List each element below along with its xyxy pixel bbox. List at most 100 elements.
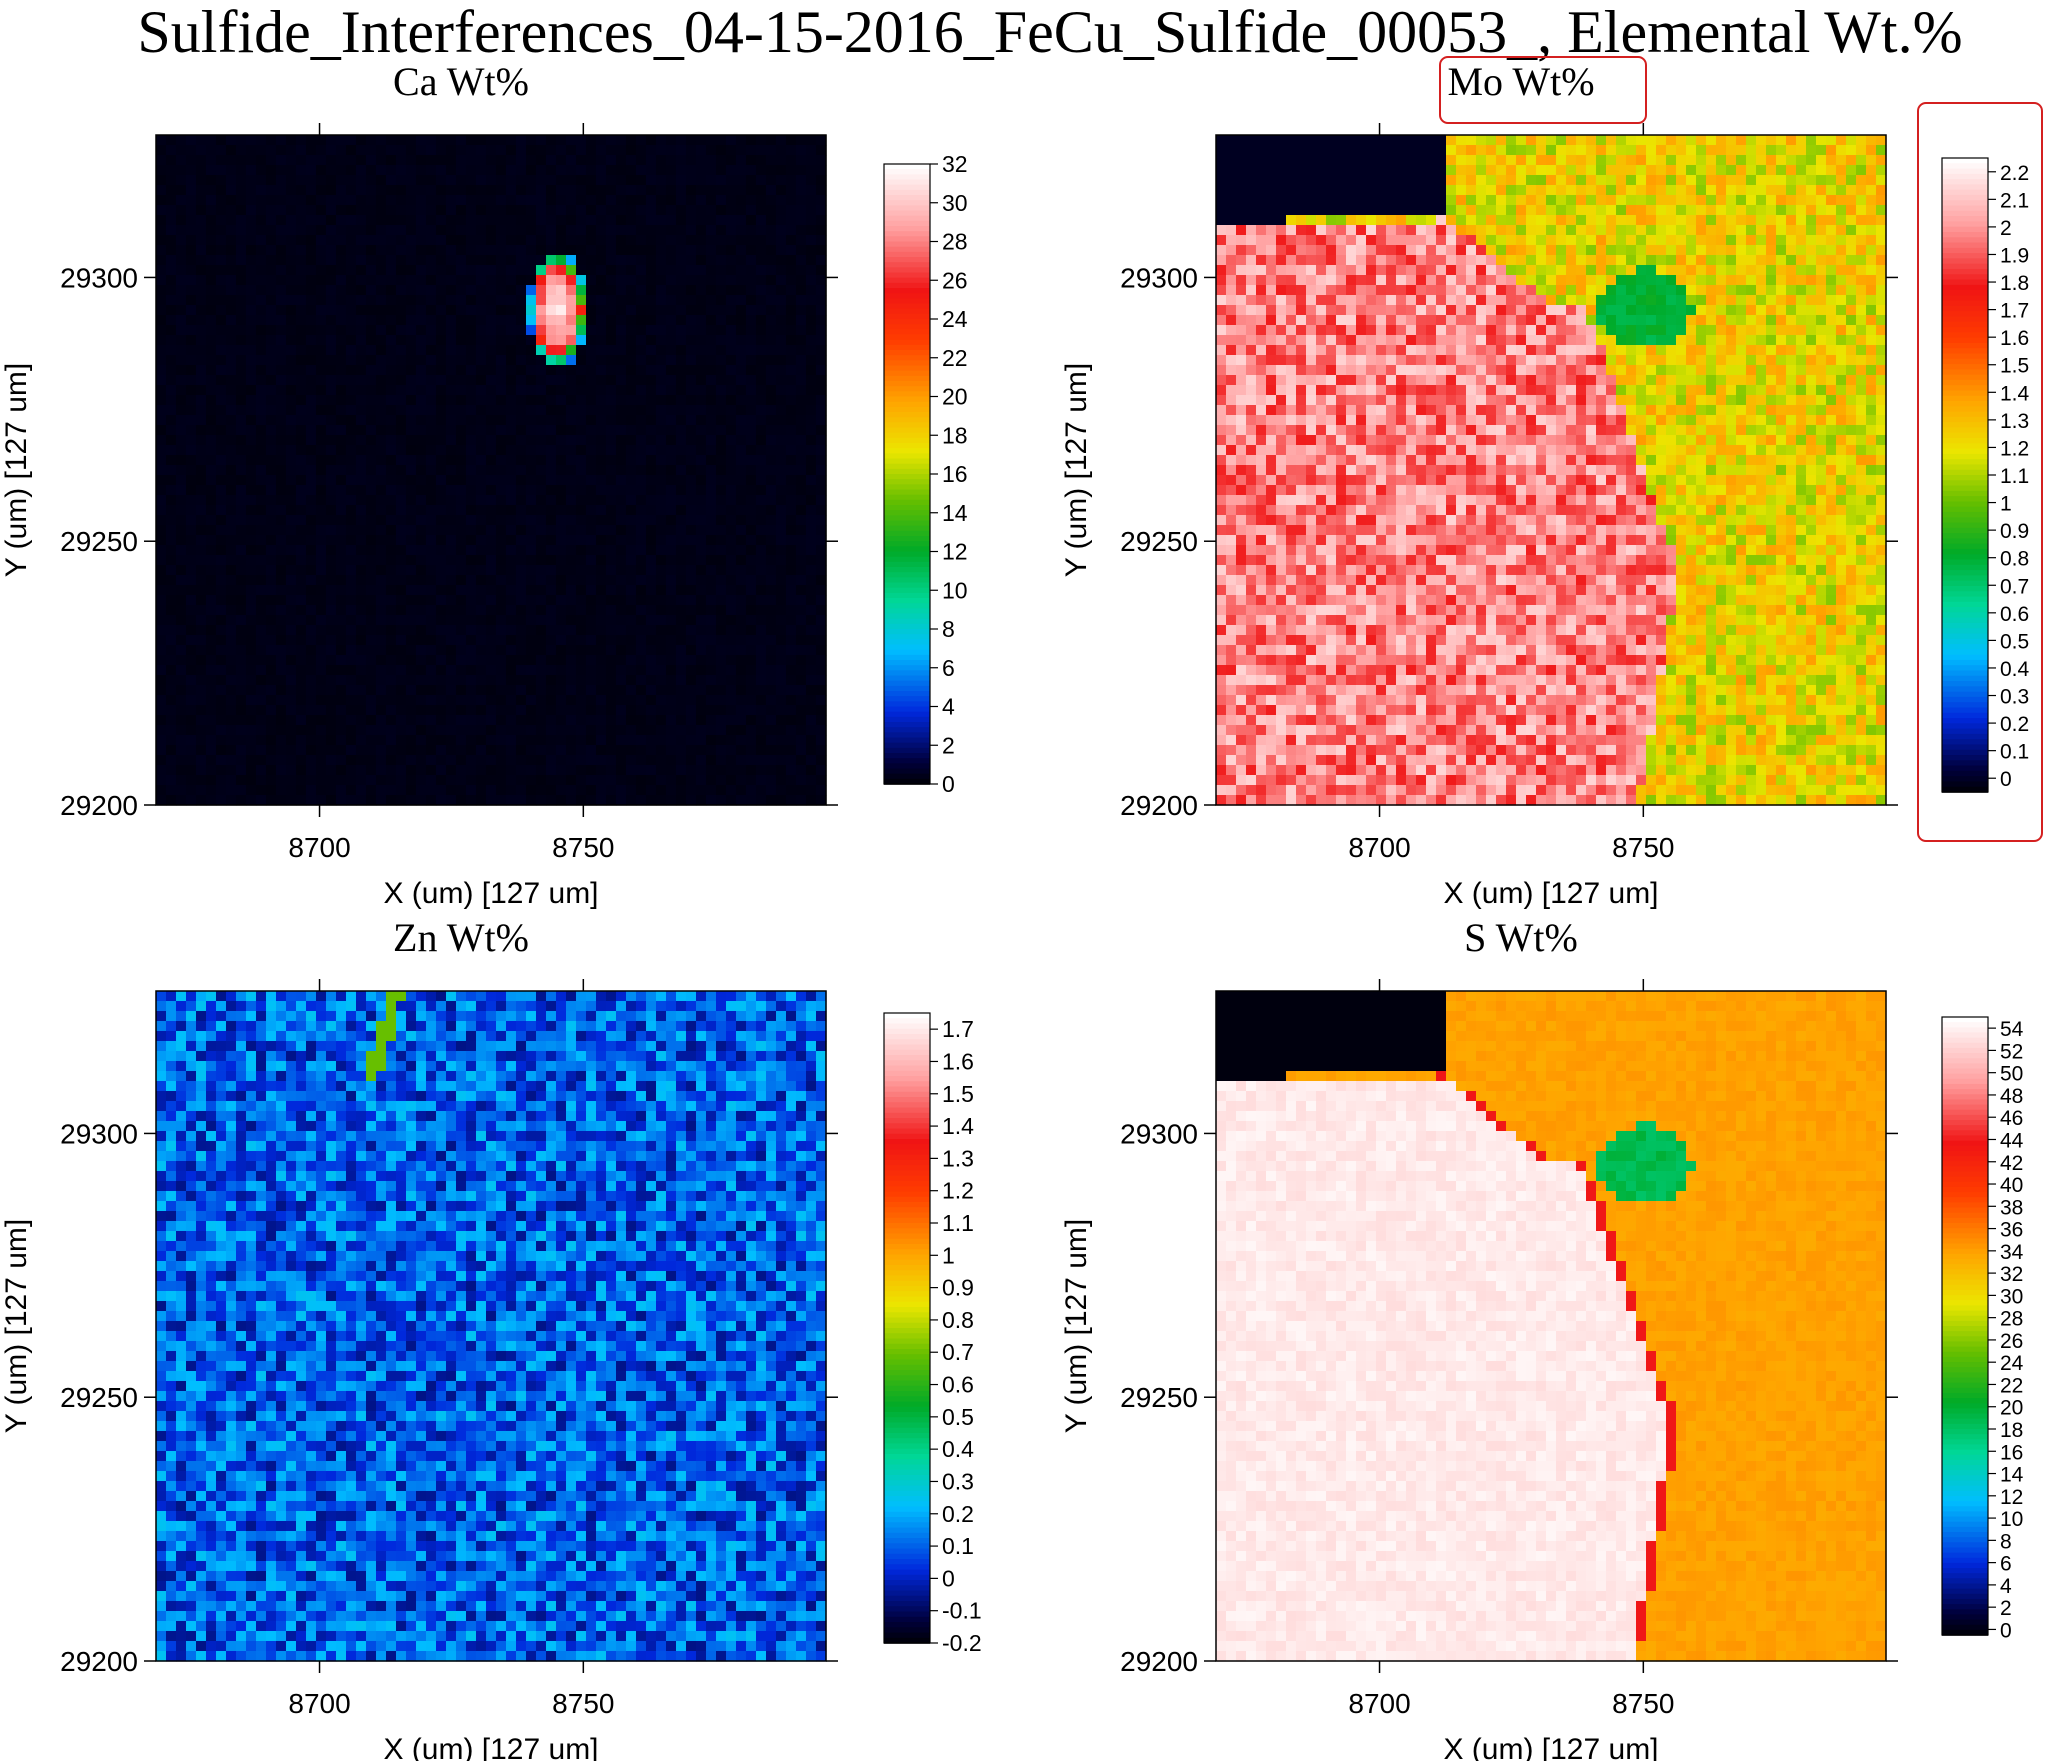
heatmap-cell [616, 465, 627, 476]
heatmap-cell [1616, 145, 1627, 156]
heatmap-cell [376, 745, 387, 756]
heatmap-cell [516, 325, 527, 336]
heatmap-cell [316, 265, 327, 276]
heatmap-cell [356, 295, 367, 306]
heatmap-cell [516, 355, 527, 366]
heatmap-cell [756, 745, 767, 756]
heatmap-cell [586, 345, 597, 356]
heatmap-cell [1756, 145, 1767, 156]
heatmap-cell [1266, 145, 1277, 156]
heatmap-cell [246, 655, 257, 666]
heatmap-cell [726, 545, 737, 556]
heatmap-cell [1806, 165, 1817, 176]
heatmap-cell [796, 765, 807, 776]
heatmap-cell [686, 455, 697, 466]
heatmap-cell [186, 315, 197, 326]
heatmap-cell [206, 655, 217, 666]
heatmap-cell [196, 625, 207, 636]
heatmap-cell [376, 185, 387, 196]
heatmap-cell [216, 235, 227, 246]
heatmap-cell [686, 535, 697, 546]
heatmap-cell [446, 645, 457, 656]
heatmap-cell [476, 695, 487, 706]
heatmap-cell [556, 665, 567, 676]
heatmap-cell [456, 575, 467, 586]
heatmap-cell [636, 365, 647, 376]
heatmap-cell [706, 535, 717, 546]
heatmap-cell [566, 755, 577, 766]
heatmap-cell [516, 635, 527, 646]
heatmap-cell [656, 695, 667, 706]
heatmap-cell [386, 735, 397, 746]
heatmap-cell [356, 625, 367, 636]
heatmap-cell [766, 135, 777, 146]
heatmap-cell [276, 775, 287, 786]
heatmap-cell [646, 425, 657, 436]
heatmap-cell [1746, 165, 1757, 176]
heatmap-cell [576, 445, 587, 456]
heatmap-cell [1856, 135, 1867, 146]
heatmap-cell [336, 525, 347, 536]
heatmap-cell [276, 155, 287, 166]
heatmap-cell [306, 635, 317, 646]
heatmap-cell [266, 385, 277, 396]
heatmap-cell [176, 595, 187, 606]
heatmap-cell [816, 505, 827, 516]
heatmap-cell [816, 135, 827, 146]
heatmap-cell [256, 735, 267, 746]
heatmap-cell [256, 755, 267, 766]
heatmap-cell [376, 275, 387, 286]
heatmap-cell [576, 285, 587, 296]
heatmap-cell [746, 235, 757, 246]
heatmap-cell [286, 305, 297, 316]
heatmap-cell [286, 785, 297, 796]
heatmap-cell [696, 625, 707, 636]
heatmap-cell [166, 695, 177, 706]
heatmap-cell [266, 315, 277, 326]
heatmap-cell [686, 275, 697, 286]
heatmap-cell [416, 215, 427, 226]
heatmap-cell [806, 385, 817, 396]
heatmap-cell [316, 585, 327, 596]
heatmap-cell [516, 585, 527, 596]
colorbar-segment [884, 743, 930, 749]
heatmap-cell [786, 435, 797, 446]
heatmap-cell [486, 765, 497, 776]
heatmap-cell [656, 265, 667, 276]
heatmap-cell [606, 655, 617, 666]
heatmap-cell [326, 135, 337, 146]
heatmap-cell [1346, 155, 1357, 166]
heatmap-cell [496, 315, 507, 326]
heatmap-cell [176, 795, 187, 806]
heatmap-cell [756, 785, 767, 796]
heatmap-cell [516, 625, 527, 636]
heatmap-cell [1236, 155, 1247, 166]
heatmap-cell [806, 405, 817, 416]
heatmap-cell [446, 555, 457, 566]
heatmap-cell [676, 225, 687, 236]
heatmap-cell [266, 395, 277, 406]
heatmap-cell [176, 745, 187, 756]
heatmap-cell [546, 485, 557, 496]
heatmap-cell [476, 515, 487, 526]
heatmap-cell [1276, 165, 1287, 176]
heatmap-cell [306, 465, 317, 476]
heatmap-cell [376, 325, 387, 336]
heatmap-cell [366, 415, 377, 426]
heatmap-cell [716, 385, 727, 396]
heatmap-cell [296, 185, 307, 196]
heatmap-cell [216, 555, 227, 566]
heatmap-cell [686, 505, 697, 516]
heatmap-cell [536, 255, 547, 266]
heatmap-cell [466, 315, 477, 326]
heatmap-cell [626, 365, 637, 376]
heatmap-cell [716, 335, 727, 346]
heatmap-cell [276, 295, 287, 306]
heatmap-cell [276, 345, 287, 356]
heatmap-cell [256, 465, 267, 476]
heatmap-cell [706, 575, 717, 586]
heatmap-cell [276, 685, 287, 696]
heatmap-cell [526, 305, 537, 316]
heatmap-cell [776, 245, 787, 256]
heatmap-cell [626, 505, 637, 516]
